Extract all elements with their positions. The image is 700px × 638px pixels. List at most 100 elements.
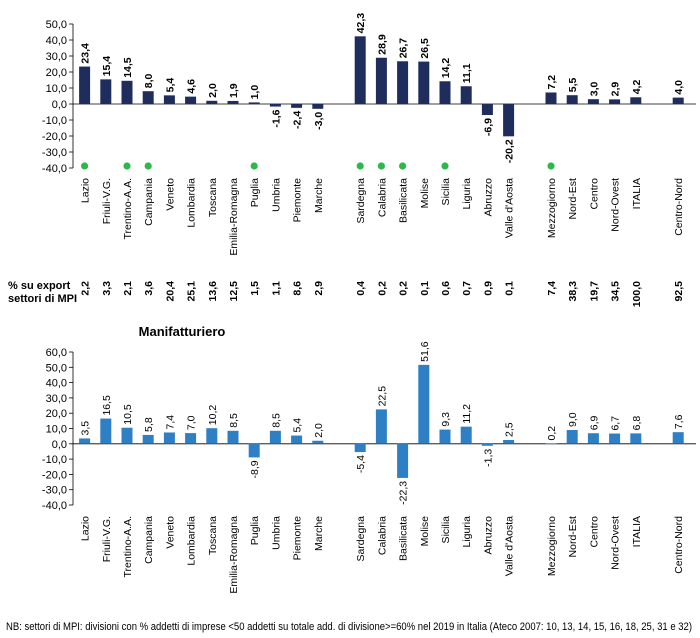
share-value-4: 20,4 [164,281,176,302]
top-category-label-4: Veneto [164,178,176,211]
share-value-24: 100,0 [631,281,643,307]
top-value-label-18: -6,9 [482,118,494,136]
share-value-12: 0,4 [355,281,367,296]
top-value-label-1: 15,4 [101,56,113,77]
top-value-label-20: 7,2 [546,75,558,90]
bottom-value-label-10: 5,4 [292,418,304,433]
top-marker-13 [377,162,385,170]
bottom-y-tick-label: -10,0 [42,454,67,466]
bottom-value-label-4: 7,4 [164,415,176,430]
top-bars [79,36,684,137]
top-category-label-17: Liguria [461,178,473,210]
top-bar-2 [121,80,133,104]
share-value-0: 2,2 [80,281,92,296]
bottom-category-label-23: Nord-Ovest [610,516,622,570]
top-category-label-24: ITALIA [631,178,643,209]
bottom-bar-6 [206,428,218,444]
top-category-label-13: Calabria [376,178,388,217]
share-label-line2: settori di MPI [8,293,77,305]
top-marker-0 [81,162,89,170]
share-value-11: 2,9 [313,281,325,296]
bottom-category-label-14: Basilicata [398,516,410,561]
bottom-value-labels: 3,5 16,5 10,5 5,8 7,4 7,0 10,2 8,5 -8,9 8,5 5,4 2,0… [80,341,686,505]
top-category-label-23: Nord-Ovest [610,178,622,232]
top-category-labels: Lazio Friuli-V.G. Trentino-A.A. Campania Ven… [80,178,686,256]
top-value-label-13: 28,9 [376,34,388,55]
top-value-label-6: 2,0 [207,83,219,98]
top-y-tick-label: -10,0 [42,115,67,127]
top-marker-8 [250,162,258,170]
share-value-23: 34,5 [610,281,622,302]
bottom-bar-24 [630,433,642,444]
top-bar-5 [185,96,197,104]
bottom-category-label-17: Liguria [461,516,473,548]
top-bar-24 [630,97,642,104]
share-value-20: 7,4 [546,281,558,296]
bottom-value-label-0: 3,5 [80,421,92,436]
top-marker-3 [144,162,152,170]
share-value-1: 3,3 [101,281,113,296]
top-category-label-22: Centro [588,178,600,210]
bottom-bar-14 [397,443,409,478]
top-category-label-10: Piemonte [292,178,304,223]
top-bar-9 [269,104,281,107]
bottom-value-label-12: -5,4 [355,455,367,473]
top-bar-17 [460,86,472,104]
bottom-category-label-21: Nord-Est [567,516,579,558]
top-value-label-0: 23,4 [80,43,92,64]
top-value-label-25: 4,0 [673,80,685,95]
share-value-8: 1,5 [249,281,261,296]
top-bar-10 [291,104,303,108]
bottom-bar-18 [481,443,493,446]
top-bar-0 [79,66,91,104]
top-y-tick-label: 0,0 [52,99,67,111]
top-bar-20 [545,92,557,104]
bottom-y-tick-label: 50,0 [46,362,67,374]
top-category-label-21: Nord-Est [567,178,579,220]
bottom-y-tick-label: 30,0 [46,393,67,405]
bottom-category-label-0: Lazio [80,516,92,541]
top-bar-6 [206,100,218,104]
top-value-label-23: 2,9 [610,82,622,97]
top-value-label-2: 14,5 [122,57,134,78]
top-category-label-19: Valle d'Aosta [504,178,516,238]
top-y-tick-label: 50,0 [46,19,67,31]
top-bar-11 [312,104,324,109]
top-category-label-5: Lombardia [186,178,198,228]
bottom-value-label-16: 9,3 [440,412,452,427]
bottom-chart: Manifatturiero 60,0 50,0 40,0 30,0 20,0 10,0 0… [42,324,696,594]
top-category-label-20: Mezzogiorno [546,178,558,238]
bottom-value-label-3: 5,8 [143,417,155,432]
bottom-bar-2 [121,427,133,444]
bottom-value-label-21: 9,0 [567,412,579,427]
bottom-bar-0 [79,438,91,444]
bottom-category-label-1: Friuli-V.G. [101,516,113,562]
top-markers [81,162,555,170]
top-category-label-18: Abruzzo [482,178,494,217]
top-category-label-7: Emilia-Romagna [228,178,240,256]
top-value-label-15: 26,5 [419,38,431,59]
bottom-value-label-8: -8,9 [249,460,261,478]
bottom-bar-15 [418,364,430,444]
top-bar-13 [375,57,387,104]
top-value-label-8: 1,0 [249,85,261,100]
bottom-bar-10 [291,435,303,444]
bottom-value-label-20: 0,2 [546,426,558,441]
top-category-label-12: Sardegna [355,178,367,224]
share-value-7: 12,5 [228,281,240,302]
bottom-value-label-19: 2,5 [504,422,516,437]
share-value-21: 38,3 [567,281,579,302]
top-y-ticks: 50,0 40,0 30,0 20,0 10,0 0,0 -10,0 -20,0 -30,0 -4… [42,19,73,175]
bottom-bar-5 [185,433,197,444]
top-bar-12 [354,36,366,104]
top-marker-14 [399,162,407,170]
bottom-value-label-1: 16,5 [101,395,113,416]
top-value-label-21: 5,5 [567,77,579,92]
bottom-bar-16 [439,429,451,444]
share-value-25: 92,5 [673,281,685,302]
top-category-label-1: Friuli-V.G. [101,178,113,224]
bottom-value-label-17: 11,2 [461,404,473,424]
bottom-bar-21 [566,430,578,444]
top-value-label-5: 4,6 [186,79,198,94]
top-value-label-11: -3,0 [313,112,325,130]
